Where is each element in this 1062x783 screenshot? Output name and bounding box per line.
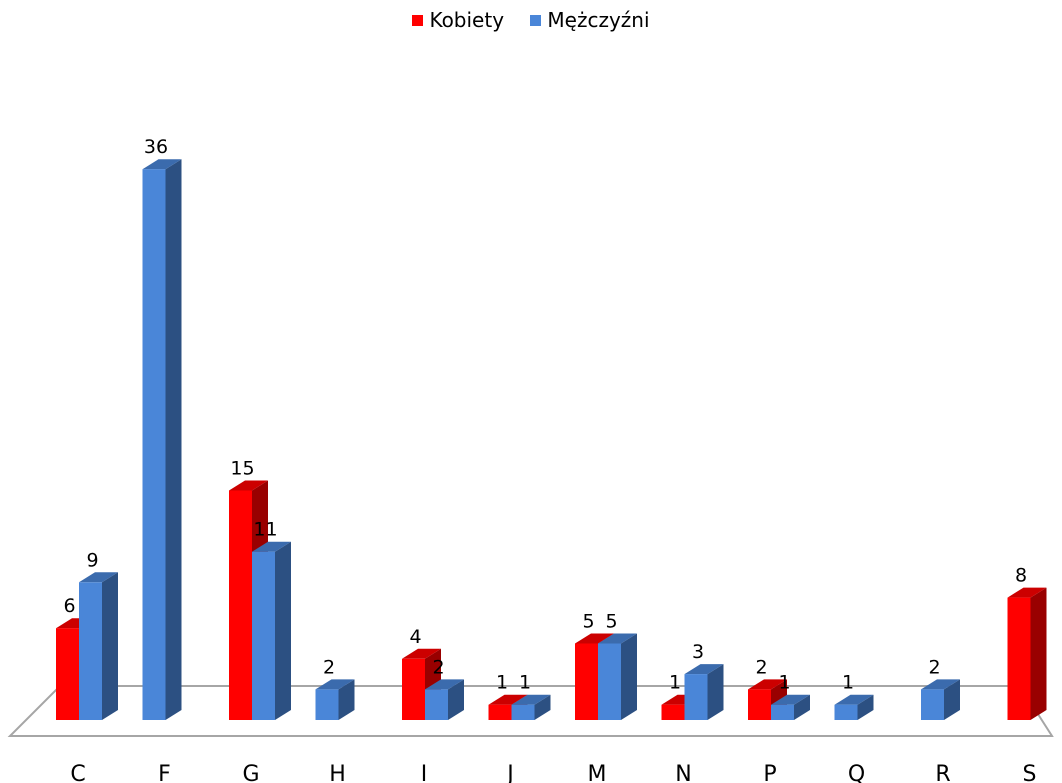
- x-tick-label-s: S: [1023, 762, 1037, 783]
- x-tick-label-f: F: [158, 762, 171, 783]
- bar-i-kobiety-top: [402, 648, 441, 659]
- data-label-p-kobiety: 2: [755, 656, 767, 678]
- bar-g-mezczyzni: [252, 551, 275, 720]
- bar-s-kobiety: [1007, 597, 1031, 720]
- bar-f-mezczyzni-top: [142, 159, 182, 170]
- bar-p-mezczyzni-top: [771, 694, 810, 705]
- data-label-n-kobiety: 1: [669, 672, 681, 694]
- bar-g-kobiety-top: [229, 480, 268, 491]
- bar-m-kobiety: [575, 643, 598, 720]
- x-tick-label-q: Q: [848, 762, 865, 783]
- bar-r-mezczyzni: [921, 689, 944, 720]
- bar-n-mezczyzni-side: [707, 664, 724, 720]
- data-label-j-kobiety: 1: [496, 672, 508, 694]
- bar-h-mezczyzni-top: [315, 679, 355, 690]
- x-tick-label-m: M: [588, 762, 607, 783]
- bar-i-mezczyzni: [425, 689, 448, 720]
- data-label-r-mezczyzni: 2: [928, 656, 940, 678]
- bar-n-mezczyzni: [684, 674, 708, 720]
- bar-j-mezczyzni-top: [511, 694, 551, 705]
- bar-f-mezczyzni-side: [165, 159, 182, 720]
- legend-swatch-mezczyzni: [530, 15, 542, 26]
- bar-h-mezczyzni: [315, 689, 339, 720]
- bar-s-kobiety-top: [1007, 587, 1047, 598]
- data-label-j-mezczyzni: 1: [519, 672, 531, 694]
- x-tick-label-g: G: [242, 762, 259, 783]
- data-label-c-mezczyzni: 9: [86, 549, 98, 571]
- bar-i-kobiety: [402, 658, 425, 720]
- legend-label-mezczyzni: Mężczyźni: [547, 8, 650, 32]
- bar-p-mezczyzni-side: [794, 694, 810, 720]
- data-label-p-mezczyzni: 1: [778, 672, 790, 694]
- bar-i-mezczyzni-side: [448, 679, 464, 720]
- x-tick-label-p: P: [763, 762, 776, 783]
- data-label-i-mezczyzni: 2: [432, 656, 444, 678]
- chart-legend: Kobiety Mężczyźni: [0, 8, 1062, 32]
- bar-p-kobiety-top: [748, 679, 787, 690]
- data-label-m-kobiety: 5: [582, 611, 594, 633]
- bar-j-mezczyzni-side: [534, 694, 551, 720]
- bar-m-kobiety-top: [575, 633, 614, 644]
- data-label-n-mezczyzni: 3: [692, 641, 704, 663]
- bar-c-kobiety: [56, 628, 79, 720]
- data-label-m-mezczyzni: 5: [605, 611, 617, 633]
- x-tick-label-h: H: [329, 762, 346, 783]
- bar-q-mezczyzni: [834, 704, 858, 720]
- bar-f-mezczyzni: [142, 169, 166, 720]
- bar-c-mezczyzni-top: [79, 572, 118, 583]
- x-tick-label-c: C: [70, 762, 85, 783]
- bar-s-kobiety-side: [1030, 587, 1047, 720]
- data-label-q-mezczyzni: 1: [842, 672, 854, 694]
- x-tick-label-j: J: [505, 762, 514, 783]
- bar-g-kobiety: [229, 490, 252, 720]
- data-label-c-kobiety: 6: [63, 595, 75, 617]
- bar-g-mezczyzni-side: [275, 541, 291, 720]
- data-label-g-mezczyzni: 11: [253, 519, 277, 541]
- bar-n-mezczyzni-top: [684, 664, 724, 675]
- x-tick-label-r: R: [935, 762, 950, 783]
- bar-g-mezczyzni-top: [252, 541, 291, 552]
- bar-j-kobiety-top: [488, 694, 528, 705]
- x-tick-label-n: N: [675, 762, 691, 783]
- data-label-g-kobiety: 15: [230, 458, 254, 480]
- bar-i-mezczyzni-top: [425, 679, 464, 690]
- bar-r-mezczyzni-top: [921, 679, 960, 690]
- bar-h-mezczyzni-side: [338, 679, 355, 720]
- bar-n-kobiety: [661, 704, 685, 720]
- bar-q-mezczyzni-side: [857, 694, 874, 720]
- bar-c-mezczyzni-side: [102, 572, 118, 720]
- legend-label-kobiety: Kobiety: [429, 8, 505, 32]
- bar-r-mezczyzni-side: [944, 679, 960, 720]
- bar-m-mezczyzni-side: [621, 633, 637, 720]
- bar-m-mezczyzni-top: [598, 633, 637, 644]
- bar-p-mezczyzni: [771, 704, 794, 720]
- bar-j-mezczyzni: [511, 704, 535, 720]
- bar-c-mezczyzni: [79, 582, 102, 720]
- legend-swatch-kobiety: [412, 15, 424, 26]
- legend-item-kobiety: Kobiety: [412, 8, 504, 32]
- data-label-h-mezczyzni: 2: [323, 656, 335, 678]
- x-tick-label-i: I: [421, 762, 428, 783]
- legend-item-mezczyzni: Mężczyźni: [530, 8, 650, 32]
- data-label-i-kobiety: 4: [409, 626, 421, 648]
- data-label-s-kobiety: 8: [1015, 565, 1027, 587]
- bar-j-kobiety: [488, 704, 512, 720]
- data-label-f-mezczyzni: 36: [144, 136, 168, 158]
- bar-m-mezczyzni: [598, 643, 621, 720]
- bar-q-mezczyzni-top: [834, 694, 874, 705]
- bar-p-kobiety: [748, 689, 771, 720]
